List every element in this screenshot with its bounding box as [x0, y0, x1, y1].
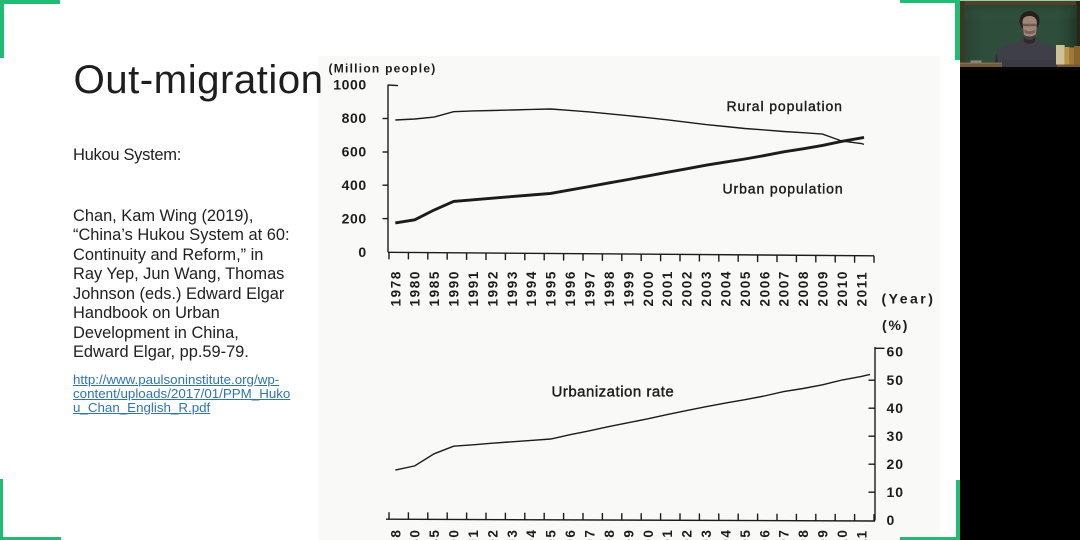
svg-text:2003: 2003 [699, 270, 714, 306]
svg-text:200: 200 [342, 210, 367, 226]
svg-text:2008: 2008 [796, 529, 811, 540]
svg-text:1992: 1992 [485, 270, 500, 306]
svg-text:1993: 1993 [505, 270, 520, 306]
svg-text:400: 400 [342, 177, 367, 193]
svg-text:2011: 2011 [854, 529, 869, 540]
svg-text:2006: 2006 [757, 270, 772, 306]
svg-text:30: 30 [887, 428, 905, 444]
svg-text:1996: 1996 [563, 270, 578, 306]
svg-text:2011: 2011 [854, 271, 869, 307]
svg-text:1997: 1997 [583, 529, 598, 540]
svg-text:1998: 1998 [602, 529, 617, 540]
svg-text:2005: 2005 [738, 270, 753, 306]
svg-text:1998: 1998 [602, 270, 617, 306]
svg-text:1978: 1978 [388, 529, 403, 540]
svg-text:2002: 2002 [680, 270, 695, 306]
svg-text:2004: 2004 [718, 270, 733, 306]
svg-text:Urbanization rate: Urbanization rate [552, 384, 675, 401]
svg-text:1997: 1997 [583, 270, 598, 306]
svg-text:1991: 1991 [466, 270, 481, 306]
svg-text:2009: 2009 [816, 270, 831, 306]
svg-text:20: 20 [887, 456, 905, 472]
svg-text:Rural population: Rural population [727, 98, 843, 114]
svg-text:1991: 1991 [466, 529, 481, 540]
svg-text:1999: 1999 [621, 529, 636, 540]
svg-text:1995: 1995 [544, 529, 559, 540]
svg-text:2002: 2002 [680, 529, 695, 540]
svg-text:10: 10 [887, 484, 905, 500]
svg-text:1992: 1992 [485, 529, 500, 540]
svg-text:2005: 2005 [738, 529, 753, 540]
svg-text:Urban population: Urban population [723, 181, 844, 197]
svg-text:2001: 2001 [660, 529, 675, 540]
svg-text:800: 800 [342, 110, 367, 126]
svg-text:1985: 1985 [427, 529, 442, 540]
svg-text:2010: 2010 [835, 529, 850, 540]
svg-text:1000: 1000 [333, 77, 367, 93]
svg-text:1994: 1994 [524, 270, 539, 306]
svg-text:1978: 1978 [388, 270, 403, 306]
svg-text:0: 0 [358, 244, 366, 260]
svg-text:1990: 1990 [447, 529, 462, 540]
svg-text:1990: 1990 [447, 270, 462, 306]
svg-text:2000: 2000 [641, 270, 656, 306]
svg-text:1999: 1999 [621, 270, 636, 306]
svg-text:40: 40 [887, 400, 905, 416]
svg-text:(Million people): (Million people) [329, 62, 437, 76]
svg-text:1993: 1993 [505, 529, 520, 540]
svg-text:2010: 2010 [835, 270, 850, 306]
svg-text:2008: 2008 [796, 270, 811, 306]
svg-text:1996: 1996 [563, 529, 578, 540]
svg-text:60: 60 [887, 344, 905, 360]
svg-text:1985: 1985 [427, 270, 442, 306]
svg-text:(Year): (Year) [882, 291, 936, 307]
svg-text:1994: 1994 [524, 529, 539, 540]
svg-text:1980: 1980 [408, 270, 423, 306]
svg-text:2006: 2006 [757, 529, 772, 540]
svg-text:1995: 1995 [544, 270, 559, 306]
svg-text:0: 0 [887, 512, 896, 528]
svg-text:2007: 2007 [777, 529, 792, 540]
svg-text:50: 50 [887, 372, 905, 388]
svg-text:2003: 2003 [699, 529, 714, 540]
svg-text:2004: 2004 [718, 529, 733, 540]
svg-text:600: 600 [342, 144, 367, 160]
svg-text:2009: 2009 [816, 529, 831, 540]
svg-text:(%): (%) [882, 317, 909, 333]
svg-text:2001: 2001 [660, 270, 675, 306]
svg-text:1980: 1980 [408, 529, 423, 540]
svg-text:2000: 2000 [641, 529, 656, 540]
svg-text:2007: 2007 [777, 270, 792, 306]
